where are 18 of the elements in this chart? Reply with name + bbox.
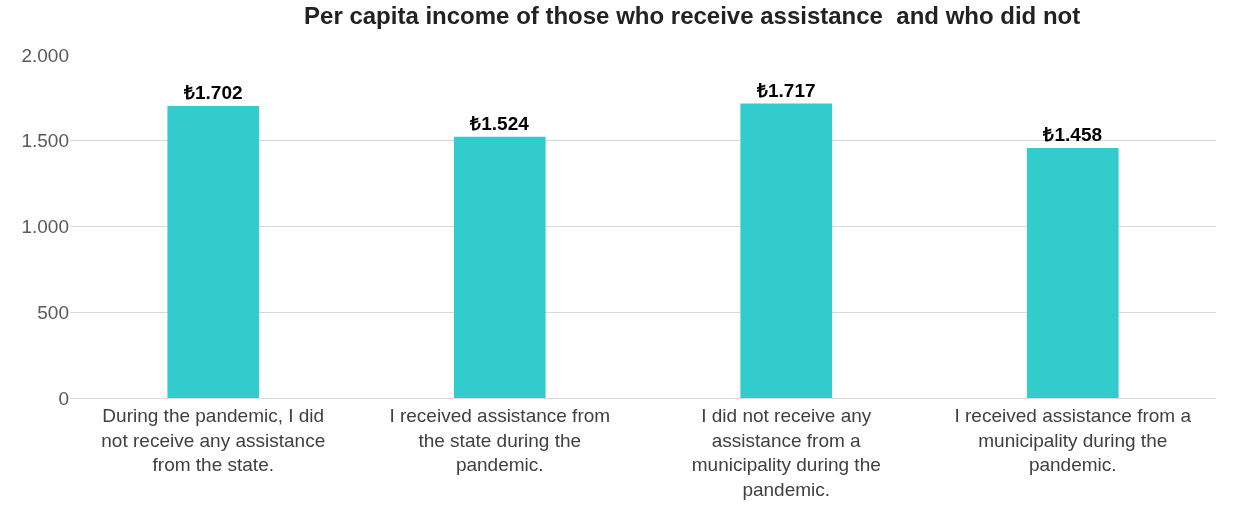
y-tick-label: 2.000 — [21, 44, 69, 66]
x-tick-label: I did not receive any assistance from a municipality during the pandemic. — [691, 404, 881, 500]
y-tick-label: 500 — [37, 301, 69, 323]
data-label: ₺1.702 — [183, 82, 243, 104]
data-label: ₺1.524 — [470, 112, 530, 134]
data-label: ₺1.458 — [1043, 123, 1103, 145]
bar — [453, 136, 546, 398]
y-tick-label: 1.500 — [21, 130, 69, 152]
y-tick-label: 0 — [58, 387, 69, 409]
x-tick-label: I received assistance from a municipality during the pandemic. — [954, 404, 1192, 476]
y-tick-label: 1.000 — [21, 216, 69, 238]
bar — [167, 106, 260, 398]
chart-title: Per capita income of those who receive assistance and who did not — [304, 2, 1081, 30]
bar — [740, 103, 833, 398]
bar — [1026, 147, 1119, 398]
data-label: ₺1.717 — [756, 79, 816, 101]
x-tick-label: During the pandemic, I did not receive any assistance from the state. — [101, 404, 326, 476]
x-tick-label: I received assistance from the state during the pandemic. — [389, 404, 611, 476]
